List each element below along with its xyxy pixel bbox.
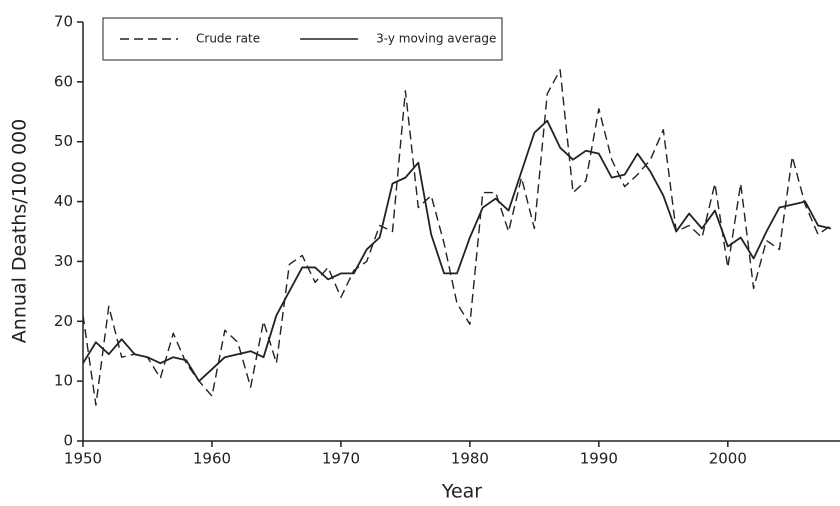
legend-label: 3-y moving average [376, 32, 496, 46]
y-tick-label: 20 [54, 312, 73, 330]
y-axis-title: Annual Deaths/100 000 [9, 119, 31, 343]
y-tick-label: 10 [54, 372, 73, 390]
series-line [82, 69, 832, 406]
legend-label: Crude rate [196, 32, 260, 46]
x-tick-label: 1960 [193, 450, 231, 468]
legend: Crude rate 3-y moving average [102, 17, 503, 61]
x-tick-label: 1990 [580, 450, 618, 468]
x-tick-label: 2000 [709, 450, 747, 468]
y-tick-label: 0 [63, 432, 73, 450]
x-tick-label: 1970 [322, 450, 360, 468]
y-tick-label: 50 [54, 132, 73, 150]
x-tick-label: 1980 [451, 450, 489, 468]
y-tick-label: 40 [54, 192, 73, 210]
y-tick-label: 30 [54, 252, 73, 270]
y-tick-label: 60 [54, 72, 73, 90]
x-axis-title: Year [441, 481, 482, 503]
x-tick-label: 1950 [64, 450, 102, 468]
series-line [82, 119, 832, 383]
y-tick-label: 70 [54, 13, 73, 31]
